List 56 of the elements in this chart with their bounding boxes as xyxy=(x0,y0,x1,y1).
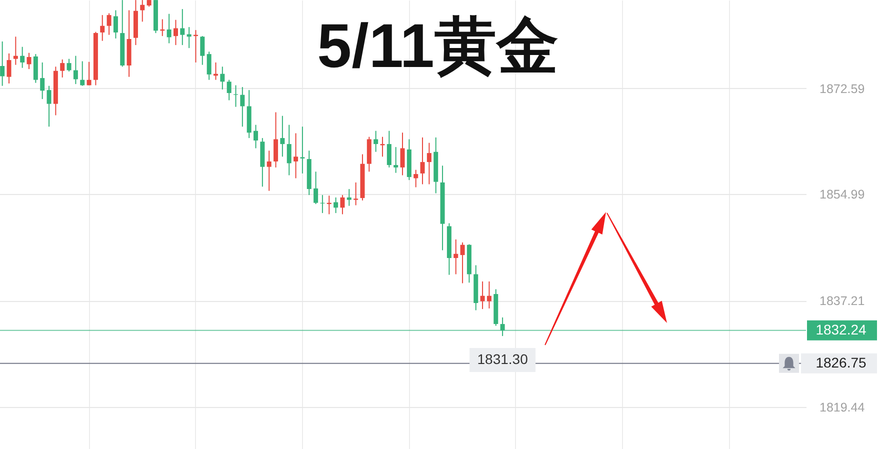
candlestick xyxy=(86,61,92,86)
candlestick xyxy=(480,280,485,310)
candlestick xyxy=(266,150,272,192)
candlestick xyxy=(334,196,338,214)
candlestick xyxy=(60,58,65,78)
candlestick xyxy=(173,19,178,46)
candlestick xyxy=(166,13,172,44)
candlestick xyxy=(240,86,245,128)
candlestick xyxy=(374,130,378,152)
candlestick xyxy=(294,132,298,179)
candlestick xyxy=(394,146,398,174)
candlestick xyxy=(80,60,85,86)
candlestick xyxy=(454,238,458,275)
candlestick xyxy=(206,51,212,80)
candlestick xyxy=(20,46,25,68)
candlestick xyxy=(33,54,38,84)
candlestick xyxy=(426,142,432,185)
candlestick xyxy=(180,8,185,46)
candlestick xyxy=(106,12,112,36)
candlestick xyxy=(200,36,205,66)
candlestick xyxy=(386,130,392,168)
y-tick-label: 1872.59 xyxy=(820,82,865,96)
candlestick xyxy=(274,112,278,168)
candlestick xyxy=(420,136,425,185)
candlestick xyxy=(300,126,305,174)
candlestick xyxy=(0,40,5,86)
chart-title: 5/11黄金 xyxy=(317,12,558,81)
candlestick xyxy=(460,242,465,284)
candlestick xyxy=(280,115,285,158)
y-tick-label: 1854.99 xyxy=(820,187,865,202)
candlestick xyxy=(73,55,78,85)
y-tick-label: 1819.44 xyxy=(820,400,865,415)
annotation: 1831.30 xyxy=(477,351,528,368)
candlestick xyxy=(286,124,292,176)
candlestick xyxy=(26,52,32,70)
candlestick xyxy=(66,58,72,72)
candlestick xyxy=(40,62,45,100)
ref-line-label: 1826.75 xyxy=(816,354,867,370)
candlestick xyxy=(13,36,18,66)
candlestick xyxy=(346,188,352,206)
candlestick xyxy=(46,85,52,128)
candlestick xyxy=(400,132,405,176)
candlestick xyxy=(100,14,105,42)
candlestick xyxy=(254,124,258,149)
candlestick xyxy=(220,66,225,90)
ref-line-label: 1832.24 xyxy=(816,321,867,338)
candlestick xyxy=(486,280,492,309)
y-tick-label: 1837.21 xyxy=(820,294,865,308)
candlestick xyxy=(140,0,145,22)
candlestick xyxy=(6,52,12,84)
candlestick xyxy=(414,169,418,188)
candlestick xyxy=(354,182,358,206)
candlestick xyxy=(113,10,118,39)
candlestick xyxy=(226,79,232,101)
candlestick xyxy=(340,194,345,215)
candlestick xyxy=(314,171,318,205)
